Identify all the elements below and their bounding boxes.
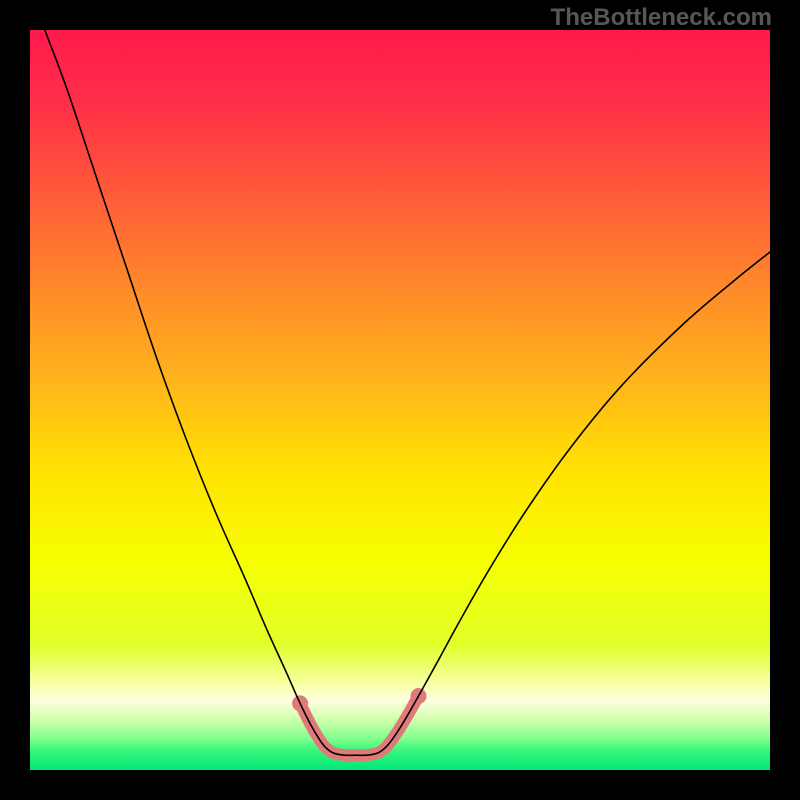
gradient-background [30,30,770,770]
plot-area [30,30,770,770]
chart-frame: TheBottleneck.com [0,0,800,800]
watermark-text: TheBottleneck.com [551,4,772,32]
bottleneck-curve-chart [30,30,770,770]
